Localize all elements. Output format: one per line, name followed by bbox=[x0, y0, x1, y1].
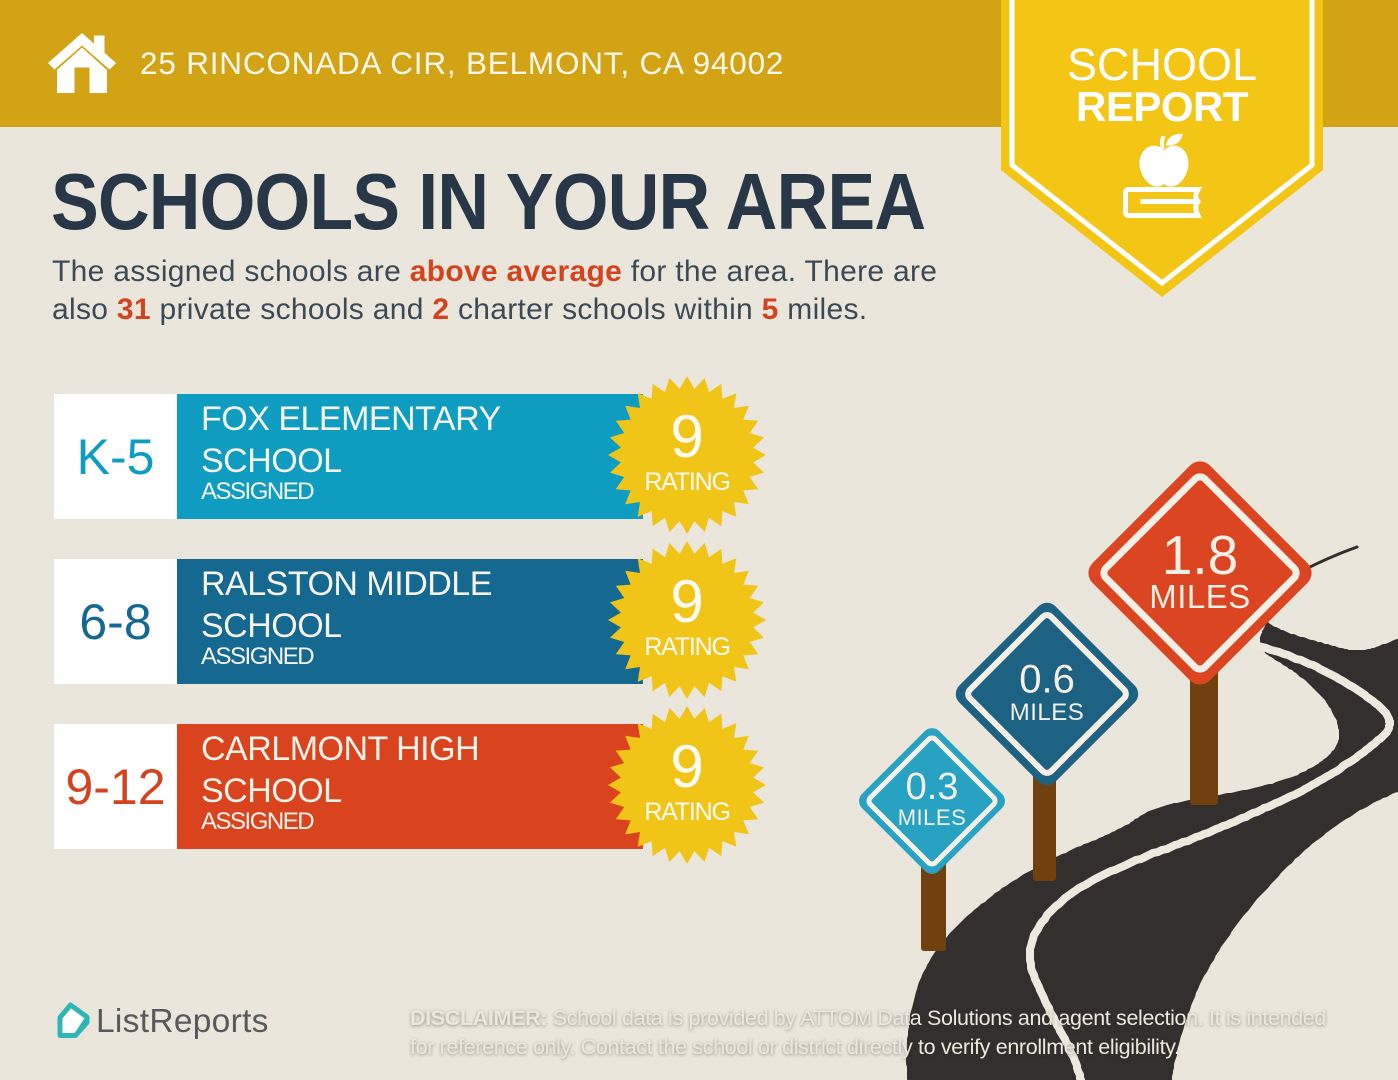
svg-text:0.3: 0.3 bbox=[906, 766, 959, 808]
svg-text:MILES: MILES bbox=[1010, 699, 1085, 726]
svg-text:SCHOOL: SCHOOL bbox=[1067, 39, 1257, 90]
svg-text:1.8: 1.8 bbox=[1162, 524, 1238, 586]
svg-text:0.6: 0.6 bbox=[1019, 658, 1075, 702]
svg-text:MILES: MILES bbox=[1149, 578, 1251, 615]
svg-text:MILES: MILES bbox=[898, 805, 967, 830]
svg-text:REPORT: REPORT bbox=[1076, 83, 1249, 130]
